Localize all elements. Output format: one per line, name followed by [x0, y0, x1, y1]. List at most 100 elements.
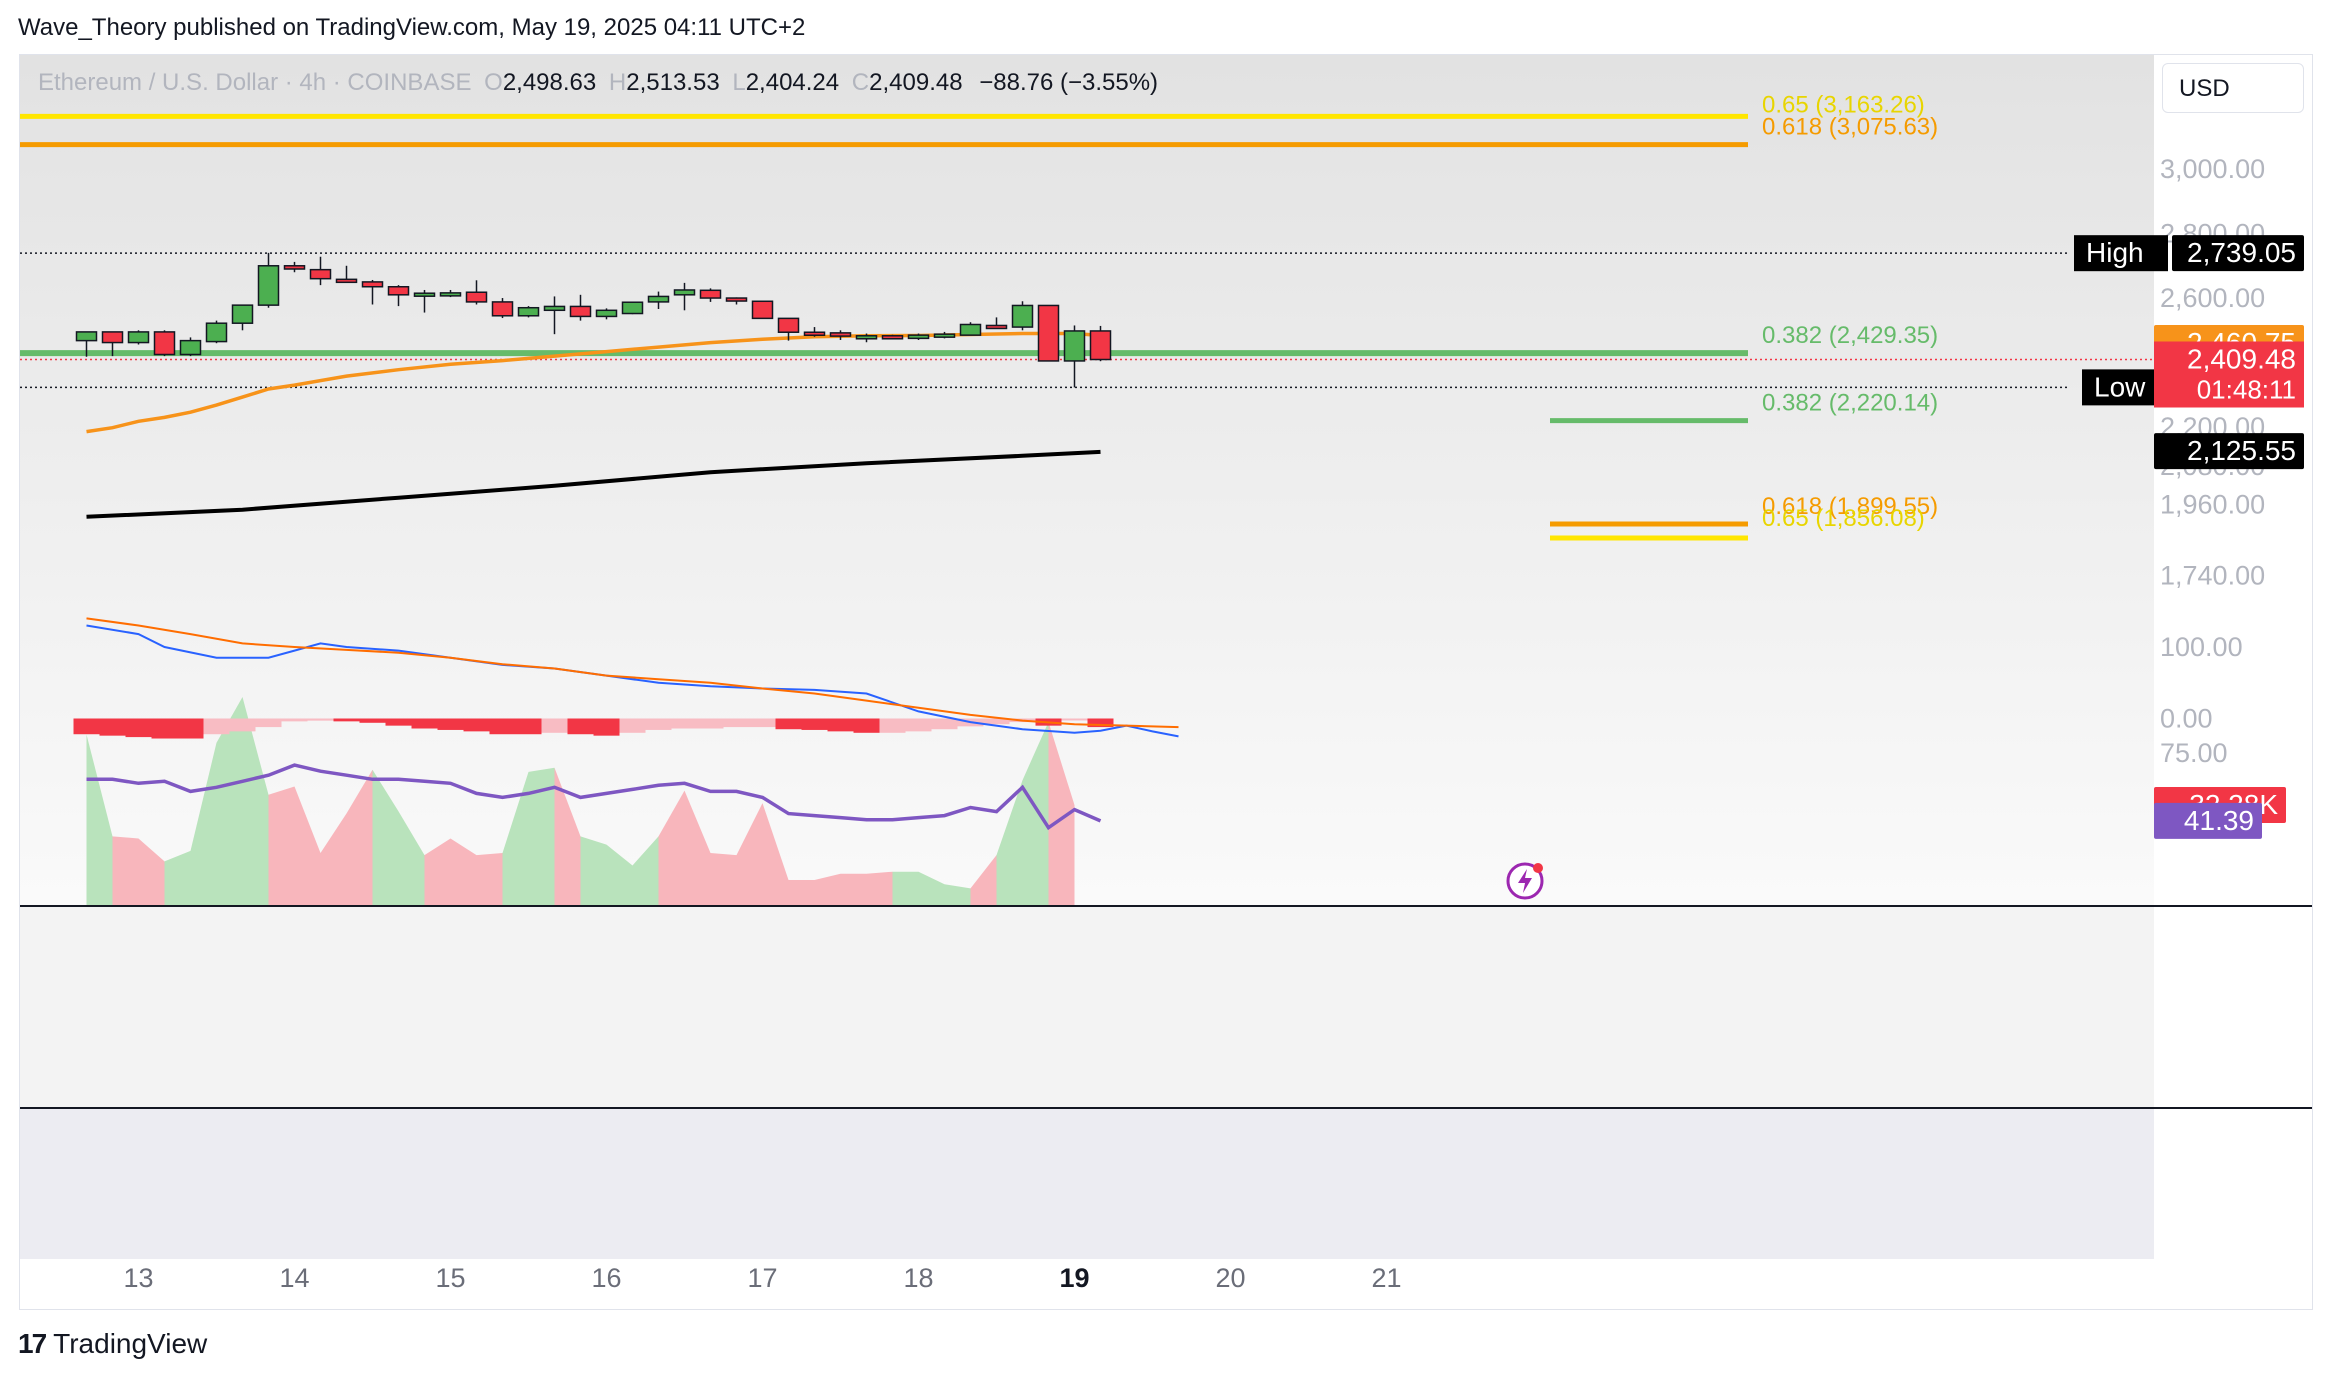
- brand-label: TradingView: [53, 1328, 208, 1359]
- x-tick-label: 13: [123, 1263, 153, 1293]
- chart-frame[interactable]: 3,000.002,800.002,600.002,200.002,080.00…: [19, 54, 2313, 1310]
- macd-histogram-bar: [749, 718, 776, 728]
- candle-body: [465, 291, 488, 303]
- candle-body: [231, 304, 254, 324]
- volume-area-segment: [918, 871, 945, 905]
- macd-histogram-bar: [437, 718, 464, 730]
- candle-body: [387, 285, 410, 296]
- volume-area-segment: [346, 769, 373, 905]
- volume-area-segment: [112, 836, 139, 905]
- volume-area-segment: [372, 769, 399, 905]
- candle-body: [1089, 330, 1112, 361]
- y-tick-label: 1,740.00: [2160, 560, 2265, 590]
- macd-histogram-bar: [905, 718, 932, 732]
- macd-histogram-bar: [73, 718, 100, 735]
- candle-body: [621, 301, 644, 315]
- candle-body: [673, 289, 696, 296]
- candle-body: [699, 289, 722, 299]
- rsi-line: [86, 763, 1102, 831]
- y-tick-label: 1,960.00: [2160, 490, 2265, 520]
- volume-area-segment: [632, 836, 659, 905]
- candle-body: [595, 309, 618, 318]
- candle-body: [985, 324, 1008, 330]
- candle-body: [543, 305, 566, 312]
- high-marker-label: High: [2086, 237, 2144, 268]
- fib-label: 0.618 (1,899.55): [1762, 493, 1938, 520]
- candle-body: [1063, 330, 1086, 362]
- low-value: 2,404.24: [745, 69, 840, 96]
- x-tick-label: 18: [903, 1263, 933, 1293]
- fib-label: 0.382 (2,429.35): [1762, 322, 1938, 349]
- fib-label: 0.618 (3,075.63): [1762, 114, 1938, 141]
- volume-area-segment: [164, 850, 191, 905]
- macd-histogram-bar: [671, 718, 698, 729]
- candle-body: [647, 295, 670, 303]
- volume-area-segment: [762, 803, 789, 905]
- volume-area-segment: [970, 855, 997, 905]
- currency-button[interactable]: USD: [2162, 63, 2304, 113]
- candle-body: [179, 339, 202, 356]
- volume-area-segment: [580, 836, 607, 905]
- y-tick-label: 75.00: [2160, 738, 2228, 768]
- x-tick-label: 16: [591, 1263, 621, 1293]
- macd-histogram-bar: [151, 718, 178, 739]
- candle-body: [413, 292, 436, 297]
- macd-histogram-bar: [333, 718, 360, 722]
- macd-histogram-bar: [567, 718, 594, 735]
- volume-area-segment: [528, 767, 555, 905]
- candle-body: [491, 301, 514, 317]
- volume-area-segment: [502, 771, 529, 905]
- signal-line: [86, 617, 1179, 729]
- candle-body: [881, 335, 904, 340]
- macd-histogram-bar: [541, 718, 568, 733]
- macd-histogram-bar: [879, 718, 906, 733]
- macd-histogram-bar: [697, 718, 724, 729]
- symbol-label: Ethereum / U.S. Dollar · 4h · COINBASE: [38, 69, 472, 96]
- candle-body: [1011, 304, 1034, 328]
- candle-body: [257, 265, 280, 306]
- last-price-badge: 2,409.48: [2187, 344, 2296, 375]
- volume-area-segment: [658, 790, 685, 905]
- bolt-icon[interactable]: [1504, 860, 1546, 902]
- ema-black-line: [86, 449, 1101, 519]
- volume-area-segment: [138, 838, 165, 905]
- volume-area-segment: [866, 871, 893, 905]
- rsi-badge-bg: [2154, 802, 2262, 839]
- macd-histogram-bar: [801, 718, 828, 730]
- volume-area-segment: [814, 873, 841, 905]
- volume-area-segment: [892, 871, 919, 905]
- low-marker-label: Low: [2094, 371, 2146, 402]
- macd-histogram-bar: [645, 718, 672, 730]
- x-tick-label: 14: [279, 1263, 309, 1293]
- volume-area-segment: [398, 811, 425, 905]
- candle-body: [205, 322, 228, 343]
- volume-area-segment: [320, 813, 347, 905]
- candle-body: [439, 292, 462, 297]
- macd-histogram-bar: [203, 718, 230, 735]
- chart-canvas[interactable]: 3,000.002,800.002,600.002,200.002,080.00…: [20, 55, 2313, 1310]
- volume-area-segment: [996, 780, 1023, 905]
- footer-brand[interactable]: 17 TradingView: [18, 1328, 207, 1360]
- macd-histogram-bar: [229, 718, 256, 732]
- y-tick-label: 100.00: [2160, 632, 2243, 662]
- candle-body: [75, 331, 98, 342]
- macd-histogram-bar: [385, 718, 412, 726]
- ema-black-badge-bg: [2154, 433, 2304, 470]
- macd-line: [86, 624, 1179, 738]
- macd-histogram-bar: [125, 718, 152, 738]
- candle-body: [725, 297, 748, 302]
- x-tick-label: 19: [1059, 1263, 1089, 1293]
- volume-area-segment: [1048, 721, 1075, 905]
- high-value: 2,513.53: [626, 69, 720, 96]
- last-price-badge-bg: [2154, 341, 2304, 408]
- candle-body: [283, 265, 306, 270]
- volume-area-segment: [736, 803, 763, 905]
- macd-histogram-bar: [281, 718, 308, 722]
- ohlc-legend: Ethereum / U.S. Dollar · 4h · COINBASE O…: [38, 69, 1158, 97]
- candle-body: [907, 334, 930, 340]
- macd-histogram-bar: [177, 718, 204, 739]
- macd-histogram-bar: [723, 718, 750, 728]
- candle-body: [361, 281, 384, 288]
- candle-body: [855, 335, 878, 340]
- fib-label: 0.382 (2,220.14): [1762, 390, 1938, 417]
